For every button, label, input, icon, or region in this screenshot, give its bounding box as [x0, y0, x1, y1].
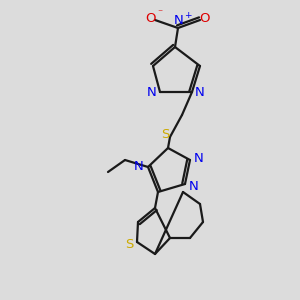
Text: N: N — [189, 179, 199, 193]
Text: N: N — [194, 152, 204, 164]
Text: N: N — [174, 14, 184, 28]
Text: O: O — [200, 13, 210, 26]
Text: N: N — [147, 86, 157, 100]
Text: N: N — [195, 86, 205, 100]
Text: S: S — [161, 128, 169, 142]
Text: O: O — [145, 13, 155, 26]
Text: +: + — [184, 11, 192, 20]
Text: S: S — [125, 238, 133, 250]
Text: N: N — [134, 160, 144, 173]
Text: ⁻: ⁻ — [158, 8, 163, 18]
